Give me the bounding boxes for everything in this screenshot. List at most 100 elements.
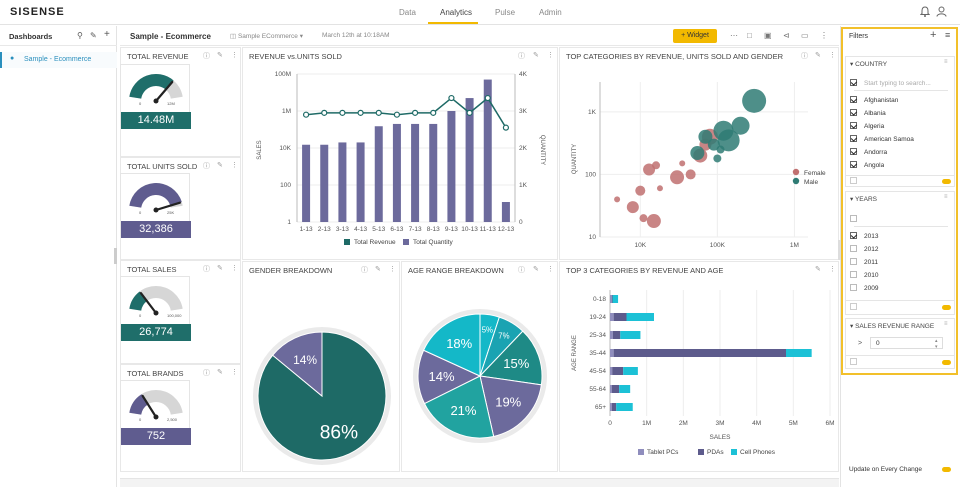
country-item[interactable]: Albania — [850, 109, 886, 119]
nav-data[interactable]: Data — [399, 8, 416, 17]
checkbox[interactable] — [850, 135, 857, 142]
range-filter-toggle[interactable] — [942, 360, 951, 365]
checkbox[interactable] — [850, 79, 857, 86]
edit-icon[interactable]: ✎ — [217, 162, 223, 169]
edit-icon[interactable]: ✎ — [533, 52, 539, 59]
country-item[interactable]: Angola — [850, 161, 884, 169]
years-filter-title[interactable]: ▾ YEARS — [850, 196, 877, 203]
edit-icon[interactable]: ✎ — [533, 266, 539, 273]
sidebar-item-sample-ecommerce[interactable]: ● Sample - Ecommerce — [0, 52, 117, 68]
checkbox[interactable] — [850, 148, 857, 155]
drag-icon[interactable]: ≡ — [944, 321, 948, 327]
edit-icon[interactable]: ✎ — [217, 52, 223, 59]
sidebar-resize-handle[interactable] — [114, 248, 117, 264]
edit-icon[interactable]: ✎ — [90, 31, 97, 40]
year-item[interactable]: 2009 — [850, 284, 878, 294]
year-item[interactable]: 2011 — [850, 258, 878, 268]
more-icon[interactable]: ⋮ — [231, 265, 238, 272]
info-icon[interactable]: ⓘ — [361, 267, 368, 274]
scatter-point — [670, 170, 685, 185]
exclude-icon[interactable] — [850, 358, 857, 365]
more-icon[interactable]: ⋮ — [547, 52, 554, 59]
drag-icon[interactable]: ≡ — [944, 194, 948, 200]
range-operator[interactable]: > — [858, 340, 863, 347]
country-search-input[interactable]: Start typing to search... — [864, 80, 931, 87]
widget-gender-breakdown[interactable]: GENDER BREAKDOWN ⓘ ✎ ⋮ 86% 14% — [242, 261, 400, 472]
nav-analytics[interactable]: Analytics — [440, 8, 473, 17]
add-widget-button[interactable]: + Widget — [673, 29, 717, 43]
menu-icon[interactable]: ≡ — [945, 30, 951, 40]
more-icon[interactable]: ⋮ — [829, 266, 836, 273]
filters-resize-handle[interactable] — [838, 240, 841, 260]
monitor-icon[interactable]: ▭ — [801, 31, 809, 40]
year-item[interactable]: 2013 — [850, 232, 878, 242]
widget-age-range-breakdown[interactable]: AGE RANGE BREAKDOWN ⓘ ✎ ⋮ 5% 7% 15% 19% 21% 1… — [401, 261, 558, 472]
edit-icon[interactable]: ✎ — [217, 369, 223, 376]
more-icon[interactable]: ⋮ — [389, 266, 396, 273]
edit-icon[interactable]: ✎ — [375, 266, 381, 273]
checkbox[interactable] — [850, 258, 857, 265]
country-select-all[interactable]: Start typing to search... — [850, 79, 931, 89]
stepper-icon[interactable]: ▴ ▾ — [935, 338, 938, 350]
more-icon[interactable]: ⋮ — [820, 31, 828, 40]
update-toggle[interactable] — [942, 467, 951, 472]
years-select-all[interactable] — [850, 215, 864, 225]
years-filter-toggle[interactable] — [942, 305, 951, 310]
pie-label: 14% — [429, 369, 455, 384]
exclude-icon[interactable] — [850, 303, 857, 310]
info-icon[interactable]: ⓘ — [203, 370, 210, 377]
checkbox[interactable] — [850, 271, 857, 278]
checkbox[interactable] — [850, 215, 857, 222]
more-icon[interactable]: ⋮ — [231, 162, 238, 169]
info-icon[interactable]: ⓘ — [203, 163, 210, 170]
drag-icon[interactable]: ≡ — [944, 59, 948, 65]
y-tick-label: 0-18 — [593, 296, 606, 303]
country-filter-toggle[interactable] — [942, 179, 951, 184]
range-value-input[interactable]: 0 ▴ ▾ — [870, 337, 943, 350]
info-icon[interactable]: ⓘ — [518, 267, 525, 274]
checkbox[interactable] — [850, 245, 857, 252]
widget-revenue-vs-units[interactable]: REVENUE vs.UNITS SOLD ⓘ ✎ ⋮ 1 100 10K 1M 100… — [242, 47, 558, 260]
more-icon[interactable]: ⋮ — [231, 369, 238, 376]
info-icon[interactable]: ⓘ — [518, 53, 525, 60]
datasource-selector[interactable]: ◫ Sample ECommerce ▾ — [230, 33, 303, 40]
widget-top-categories-scatter[interactable]: TOP CATEGORIES BY REVENUE, UNITS SOLD AN… — [559, 47, 839, 260]
add-icon[interactable]: + — [104, 29, 110, 40]
year-item[interactable]: 2012 — [850, 245, 878, 255]
checkbox[interactable] — [850, 161, 857, 168]
country-item[interactable]: Andorra — [850, 148, 887, 158]
country-filter-title[interactable]: ▾ COUNTRY — [850, 61, 888, 68]
checkbox[interactable] — [850, 122, 857, 129]
share-icon[interactable]: ⊲ — [783, 31, 790, 40]
checkbox[interactable] — [850, 109, 857, 116]
edit-icon[interactable]: ✎ — [815, 266, 821, 273]
more-icon[interactable]: ⋮ — [829, 52, 836, 59]
bell-icon[interactable] — [920, 6, 930, 17]
nav-admin[interactable]: Admin — [539, 8, 562, 17]
lock-icon[interactable]: □ — [747, 31, 752, 40]
exclude-icon[interactable] — [850, 177, 857, 184]
checkbox[interactable] — [850, 232, 857, 239]
layout-icon[interactable]: ▣ — [764, 31, 772, 40]
checkbox[interactable] — [850, 284, 857, 291]
filter-icon[interactable]: ⋯ — [730, 31, 738, 40]
year-item[interactable]: 2010 — [850, 271, 878, 281]
checkbox[interactable] — [850, 96, 857, 103]
user-icon[interactable] — [936, 6, 947, 17]
edit-icon[interactable]: ✎ — [217, 265, 223, 272]
info-icon[interactable]: ⓘ — [801, 53, 808, 60]
info-icon[interactable]: ⓘ — [203, 53, 210, 60]
gauge: 0 25K 32,386 — [120, 173, 191, 238]
add-filter-icon[interactable]: + — [930, 29, 937, 41]
search-icon[interactable]: ⚲ — [77, 31, 83, 40]
widget-top-3-categories-age[interactable]: TOP 3 CATEGORIES BY REVENUE AND AGE ✎ ⋮ … — [559, 261, 839, 472]
edit-icon[interactable]: ✎ — [815, 52, 821, 59]
country-item[interactable]: American Samoa — [850, 135, 914, 145]
country-item[interactable]: Afghanistan — [850, 96, 898, 106]
more-icon[interactable]: ⋮ — [231, 52, 238, 59]
nav-pulse[interactable]: Pulse — [495, 8, 516, 17]
more-icon[interactable]: ⋮ — [547, 266, 554, 273]
country-item[interactable]: Algeria — [850, 122, 884, 132]
info-icon[interactable]: ⓘ — [203, 266, 210, 273]
range-filter-title[interactable]: ▾ SALES REVENUE RANGE — [850, 323, 935, 330]
